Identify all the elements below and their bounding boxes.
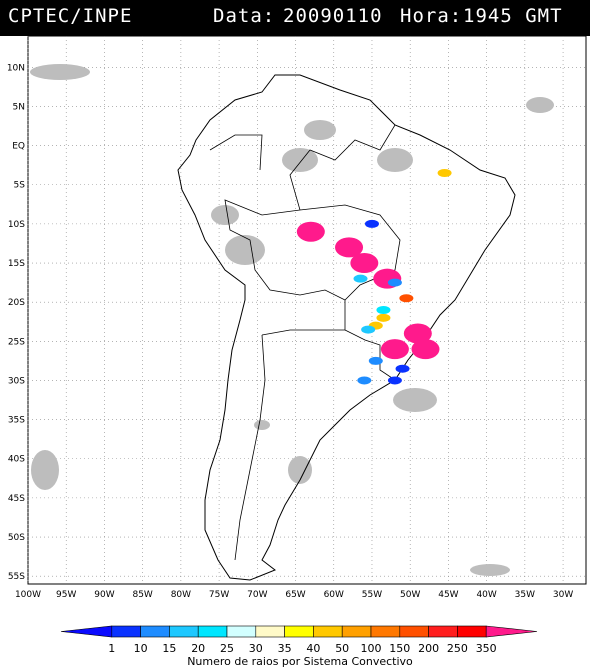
- lightning-cluster: [361, 325, 376, 334]
- lightning-cluster: [395, 364, 410, 373]
- lat-label: 10S: [8, 220, 25, 230]
- lat-label: 5N: [13, 102, 25, 112]
- lightning-systems: [296, 169, 452, 385]
- legend-swatch: [485, 625, 538, 638]
- lightning-cluster: [350, 253, 379, 274]
- legend-swatch: [284, 625, 314, 638]
- cloud-cover: [30, 64, 554, 576]
- legend-tick: 150: [389, 642, 410, 655]
- lat-label: 15S: [8, 259, 25, 269]
- lightning-cluster: [376, 306, 391, 314]
- date-label: Data:: [213, 5, 276, 27]
- lat-label: 40S: [8, 455, 25, 465]
- legend-swatch: [399, 625, 429, 638]
- lat-label: 10N: [7, 63, 25, 73]
- lightning-cluster: [399, 294, 414, 303]
- lightning-cluster: [335, 237, 364, 258]
- legend-tick: 30: [249, 642, 263, 655]
- lat-label: 55S: [8, 572, 25, 582]
- lon-label: 55W: [362, 590, 382, 600]
- lon-label: 60W: [324, 590, 344, 600]
- longitude-labels: 100W 95W 90W 85W 80W 75W 70W 65W 60W 55W 50W 45W 40W…: [15, 590, 573, 600]
- legend-swatch: [197, 625, 228, 638]
- header-bar: CPTEC/INPE Data: 20090110 Hora: 1945 GMT: [0, 0, 590, 36]
- lon-label: 45W: [438, 590, 458, 600]
- legend-tick: 1: [108, 642, 115, 655]
- time-value: 1945 GMT: [463, 5, 563, 27]
- lon-label: 75W: [209, 590, 229, 600]
- lightning-cluster: [357, 376, 372, 385]
- legend-tick: 40: [306, 642, 320, 655]
- date-value: 20090110: [283, 5, 383, 27]
- legend-tick: 250: [447, 642, 468, 655]
- lightning-cluster: [364, 219, 379, 228]
- source-label: CPTEC/INPE: [8, 5, 133, 27]
- lat-label: 45S: [8, 494, 25, 504]
- graticule: [27, 36, 586, 584]
- lat-label: 5S: [14, 181, 26, 191]
- lon-label: 85W: [132, 590, 152, 600]
- lightning-cluster: [437, 169, 452, 177]
- legend-tick: 50: [335, 642, 349, 655]
- lat-label: 20S: [8, 298, 25, 308]
- lightning-cluster: [376, 313, 391, 322]
- lon-label: 40W: [476, 590, 496, 600]
- legend-tick: 100: [361, 642, 382, 655]
- lon-label: 65W: [285, 590, 305, 600]
- lightning-cluster: [368, 356, 383, 365]
- lon-label: 30W: [553, 590, 573, 600]
- legend-swatch: [60, 625, 113, 638]
- lon-label: 35W: [515, 590, 535, 600]
- lon-label: 70W: [247, 590, 267, 600]
- legend-swatch: [255, 625, 285, 638]
- lon-label: 80W: [171, 590, 191, 600]
- legend-tick: 10: [134, 642, 148, 655]
- legend-colorbar: 1 10 15 20 25 30 35 40 50 100 150 200 250 350: [60, 625, 538, 655]
- legend-tick: 25: [220, 642, 234, 655]
- lat-label: EQ: [12, 142, 25, 152]
- lon-label: 95W: [56, 590, 76, 600]
- lat-label: 25S: [8, 337, 25, 347]
- legend-swatch: [313, 625, 343, 638]
- lightning-cluster: [387, 376, 402, 385]
- lightning-cluster: [387, 278, 402, 287]
- lightning-cluster: [411, 339, 440, 360]
- lon-label: 90W: [94, 590, 114, 600]
- lat-label: 35S: [8, 416, 25, 426]
- continent-outline: [177, 74, 516, 581]
- legend-swatch: [169, 625, 199, 638]
- legend-tick: 15: [162, 642, 176, 655]
- legend-swatch: [428, 625, 458, 638]
- legend-swatch: [457, 625, 487, 638]
- time-label: Hora:: [400, 5, 463, 27]
- legend-swatch: [341, 625, 372, 638]
- lightning-cluster: [296, 221, 325, 242]
- lon-label: 100W: [15, 590, 41, 600]
- legend-swatch: [111, 625, 141, 638]
- lat-label: 50S: [8, 533, 25, 543]
- legend-tick: 350: [476, 642, 497, 655]
- lightning-cluster: [403, 323, 432, 344]
- legend-tick: 200: [418, 642, 439, 655]
- latitude-labels: 10N 5N EQ 5S 10S 15S 20S 25S 30S 35S 40S 45S 50S 55S: [7, 63, 25, 582]
- lightning-cluster: [380, 339, 409, 360]
- legend-swatch: [226, 625, 257, 638]
- legend-caption: Numero de raios por Sistema Convectivo: [187, 655, 413, 668]
- legend-swatch: [370, 625, 401, 638]
- lat-label: 30S: [8, 376, 25, 386]
- lightning-cluster: [353, 274, 368, 283]
- lon-label: 50W: [400, 590, 420, 600]
- legend-swatch: [140, 625, 170, 638]
- map-border: [27, 35, 587, 585]
- legend-tick: 35: [278, 642, 292, 655]
- legend-tick: 20: [191, 642, 205, 655]
